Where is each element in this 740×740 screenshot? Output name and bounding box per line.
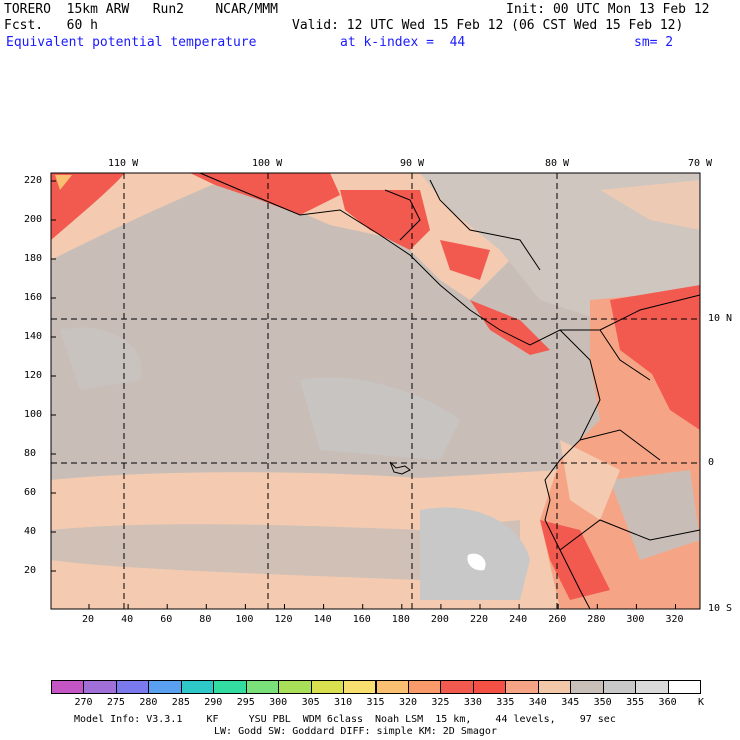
colorbar-swatch — [278, 680, 312, 694]
valid-time: Valid: 12 UTC Wed 15 Feb 12 (06 CST Wed … — [292, 18, 684, 33]
physics-info: LW: Godd SW: Goddard DIFF: simple KM: 2D… — [214, 726, 497, 737]
field-name: Equivalent potential temperature — [6, 35, 257, 50]
colorbar-level-label: 310 — [334, 697, 353, 708]
colorbar-level-label: 345 — [561, 697, 580, 708]
colorbar-swatch — [148, 680, 182, 694]
colorbar-level-label: 320 — [398, 697, 417, 708]
level-label: at k-index = 44 — [340, 35, 466, 50]
colorbar-swatch — [602, 680, 637, 694]
lon-label-110w: 110 W — [108, 158, 139, 169]
x-grid-label: 320 — [665, 614, 684, 625]
colorbar-level-label: 315 — [366, 697, 385, 708]
smoothing-label: sm= 2 — [634, 35, 674, 50]
colorbar-swatch — [537, 680, 572, 694]
colorbar-level-label: 360 — [658, 697, 677, 708]
colorbar-swatch — [505, 680, 539, 694]
lat-label-10s: 10 S — [708, 603, 733, 614]
init-time: Init: 00 UTC Mon 13 Feb 12 — [506, 2, 710, 17]
colorbar-level-label: 270 — [74, 697, 93, 708]
x-grid-label: 200 — [430, 614, 449, 625]
colorbar-level-label: 275 — [106, 697, 125, 708]
y-grid-label: 160 — [24, 292, 43, 303]
map-frame — [50, 172, 701, 610]
x-grid-label: 40 — [121, 614, 134, 625]
x-grid-label: 300 — [626, 614, 645, 625]
colorbar-level-label: 290 — [204, 697, 223, 708]
x-grid-label: 240 — [509, 614, 528, 625]
colorbar-swatch — [310, 680, 345, 694]
coastlines — [199, 172, 701, 610]
x-grid-label: 100 — [235, 614, 254, 625]
colorbar-swatch — [213, 680, 247, 694]
colorbar-level-label: 300 — [269, 697, 288, 708]
colorbar-level-label: 355 — [626, 697, 645, 708]
colorbar-swatch — [245, 680, 280, 694]
colorbar-swatch — [472, 680, 507, 694]
y-grid-label: 140 — [24, 331, 43, 342]
model-info: Model Info: V3.3.1 KF YSU PBL WDM 6class… — [74, 714, 616, 725]
colorbar-swatch — [667, 680, 701, 694]
colorbar-swatch — [115, 680, 150, 694]
lon-label-90w: 90 W — [400, 158, 425, 169]
colorbar-swatch — [343, 680, 377, 694]
colorbar-swatch — [180, 680, 215, 694]
colorbar-level-label: 325 — [431, 697, 450, 708]
colorbar-level-label: 280 — [139, 697, 158, 708]
lat-label-10n: 10 N — [708, 313, 733, 324]
colorbar-swatch — [570, 680, 604, 694]
colorbar-swatch — [440, 680, 474, 694]
x-grid-label: 140 — [313, 614, 332, 625]
x-grid-label: 180 — [391, 614, 410, 625]
graticule — [51, 173, 700, 609]
y-grid-label: 60 — [24, 487, 37, 498]
colorbar-level-label: 305 — [301, 697, 320, 708]
colorbar-level-label: 335 — [496, 697, 515, 708]
y-grid-label: 80 — [24, 448, 37, 459]
y-grid-label: 40 — [24, 526, 37, 537]
y-grid-label: 100 — [24, 409, 43, 420]
colorbar-level-label: 350 — [593, 697, 612, 708]
colorbar-swatch — [635, 680, 669, 694]
x-grid-label: 60 — [160, 614, 173, 625]
x-grid-label: 120 — [274, 614, 293, 625]
colorbar-level-label: 340 — [528, 697, 547, 708]
run-title: TORERO 15km ARW Run2 NCAR/MMM — [4, 2, 278, 17]
x-grid-label: 280 — [587, 614, 606, 625]
axis-ticks — [51, 180, 676, 609]
colorbar-level-label: 295 — [236, 697, 255, 708]
lon-label-70w: 70 W — [688, 158, 713, 169]
y-grid-label: 220 — [24, 175, 43, 186]
colorbar-swatch — [51, 680, 85, 694]
y-grid-label: 20 — [24, 565, 37, 576]
lon-label-100w: 100 W — [252, 158, 283, 169]
y-grid-label: 120 — [24, 370, 43, 381]
x-grid-label: 20 — [82, 614, 95, 625]
field-shading — [51, 173, 700, 609]
x-grid-label: 220 — [470, 614, 489, 625]
y-grid-label: 180 — [24, 253, 43, 264]
x-grid-label: 160 — [352, 614, 371, 625]
lon-label-80w: 80 W — [545, 158, 570, 169]
colorbar-level-label: 285 — [171, 697, 190, 708]
colorbar-swatch — [375, 680, 409, 694]
lat-label-0: 0 — [708, 457, 715, 468]
colorbar-unit: K — [698, 697, 705, 708]
colorbar-swatch — [407, 680, 442, 694]
colorbar-swatch — [83, 680, 117, 694]
forecast-hour: Fcst. 60 h — [4, 18, 98, 33]
y-grid-label: 200 — [24, 214, 43, 225]
colorbar-level-label: 330 — [463, 697, 482, 708]
x-grid-label: 80 — [199, 614, 212, 625]
x-grid-label: 260 — [548, 614, 567, 625]
